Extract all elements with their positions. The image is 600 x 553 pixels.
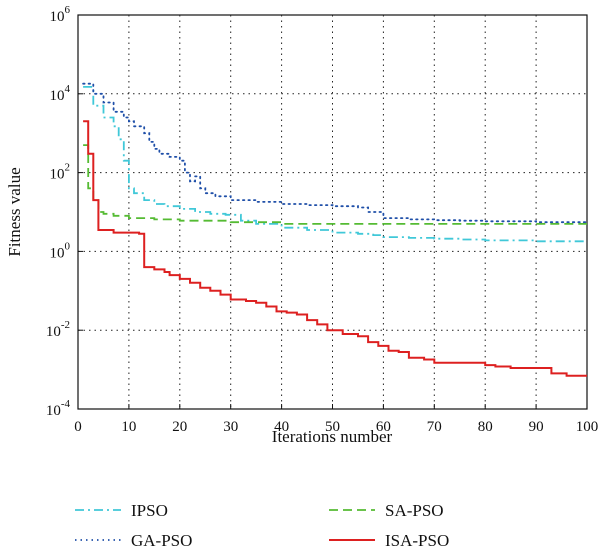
series-line-ga-pso — [82, 82, 588, 224]
plot-frame — [77, 14, 588, 410]
x-tick-label: 70 — [427, 419, 442, 435]
series-line-isa-pso — [83, 120, 587, 377]
y-tick-label: 100 — [50, 240, 71, 261]
x-tick-label: 80 — [478, 419, 493, 435]
x-tick-label: 90 — [529, 419, 544, 435]
y-tick-label: 106 — [50, 4, 71, 25]
x-axis-label: Iterations number — [272, 427, 393, 446]
y-tick-label: 104 — [50, 83, 71, 104]
y-tick-label: 102 — [50, 162, 71, 183]
x-tick-label: 30 — [223, 419, 238, 435]
legend-label-ga-pso: GA-PSO — [131, 531, 192, 550]
x-tick-label: 10 — [121, 419, 136, 435]
x-tick-label: 60 — [376, 419, 391, 435]
legend-label-isa-pso: ISA-PSO — [385, 531, 449, 550]
legend-label-ipso: IPSO — [131, 501, 168, 520]
y-tick-label: 10-2 — [46, 319, 70, 340]
x-tick-label: 20 — [172, 419, 187, 435]
y-axis-label: Fitness value — [5, 167, 24, 256]
series-line-sa-pso — [83, 144, 587, 225]
series-group — [82, 82, 588, 377]
y-axis: 10-4 10-2 100 102 104 106 — [46, 4, 83, 419]
x-tick-label: 50 — [325, 419, 340, 435]
series-line-ipso — [83, 86, 587, 243]
grid — [78, 15, 587, 409]
x-axis: 0 10 20 30 40 50 60 70 80 90 100 — [74, 404, 598, 435]
x-tick-label: 40 — [274, 419, 289, 435]
legend-label-sa-pso: SA-PSO — [385, 501, 444, 520]
x-tick-label: 100 — [576, 419, 599, 435]
y-tick-label: 10-4 — [46, 398, 71, 419]
x-tick-label: 0 — [74, 419, 82, 435]
legend: IPSO SA-PSO GA-PSO ISA-PSO — [75, 501, 449, 550]
